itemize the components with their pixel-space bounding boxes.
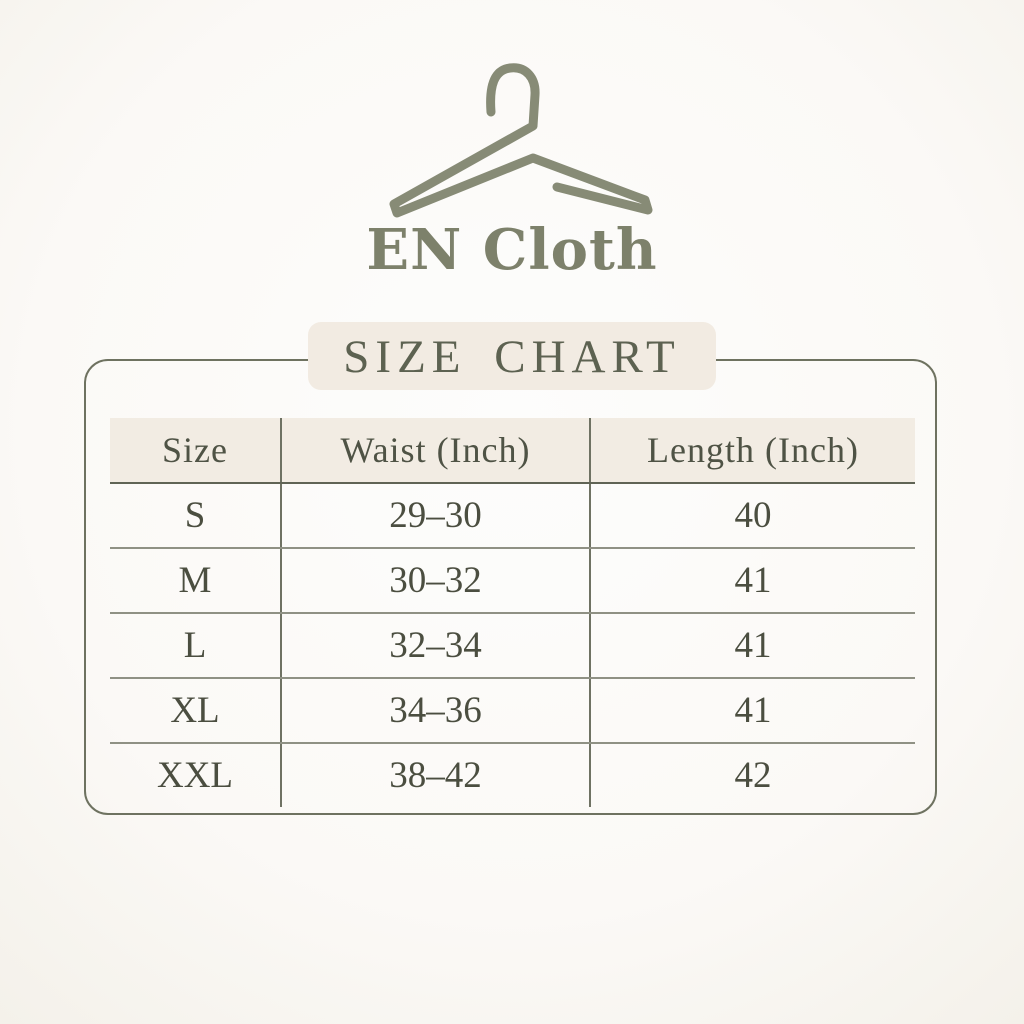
size-chart-banner: SIZE CHART [308, 322, 716, 390]
table-row-xl: XL 34–36 41 [110, 679, 915, 744]
waist-value: 32–34 [280, 614, 589, 677]
column-header-length: Length (Inch) [589, 418, 915, 482]
size-value: L [183, 625, 207, 666]
waist-value: 30–32 [280, 549, 589, 612]
hanger-icon-path [389, 63, 653, 218]
size-value: XXL [156, 755, 234, 796]
size-value: M [178, 560, 212, 601]
length-value: 42 [589, 744, 915, 807]
length-value: 40 [589, 484, 915, 547]
table-row-l: L 32–34 41 [110, 614, 915, 679]
table-row-m: M 30–32 41 [110, 549, 915, 614]
waist-value: 29–30 [280, 484, 589, 547]
page-title: SIZE CHART [343, 331, 681, 383]
size-value: XL [170, 690, 220, 731]
length-value: 41 [589, 549, 915, 612]
length-value: 41 [589, 614, 915, 677]
hanger-icon [389, 63, 653, 218]
column-header-size: Size [162, 430, 228, 470]
brand-wordmark: EN Cloth [366, 217, 658, 283]
size-table: Size Waist (Inch) Length (Inch) S 29–30 … [110, 418, 915, 807]
waist-value: 38–42 [280, 744, 589, 807]
table-row-s: S 29–30 40 [110, 484, 915, 549]
waist-value: 34–36 [280, 679, 589, 742]
size-value: S [184, 495, 206, 536]
table-header-row: Size Waist (Inch) Length (Inch) [110, 418, 915, 484]
table-row-xxl: XXL 38–42 42 [110, 744, 915, 807]
length-value: 41 [589, 679, 915, 742]
column-header-waist: Waist (Inch) [280, 418, 589, 482]
